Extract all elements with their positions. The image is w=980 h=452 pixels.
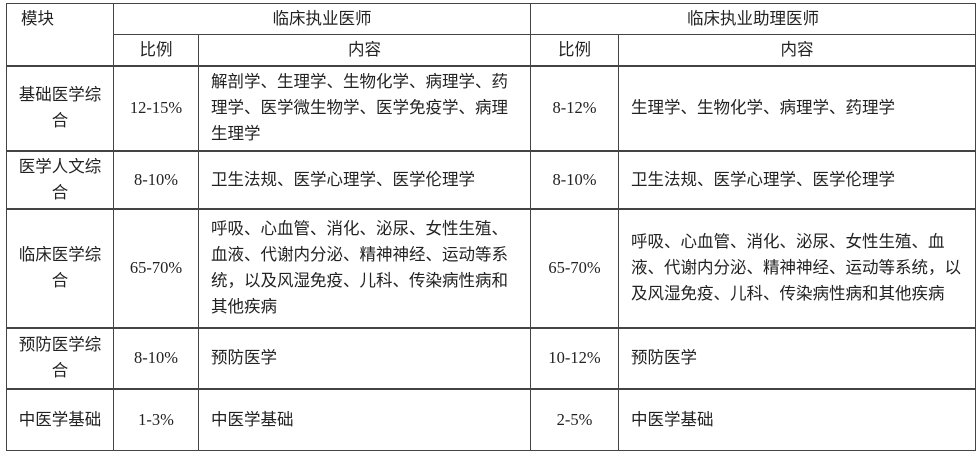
header-row-1: 模块 临床执业医师 临床执业助理医师 <box>6 3 976 66</box>
header-ratio-2: 比例 <box>530 34 619 66</box>
module-cell: 基础医学综合 <box>6 64 114 151</box>
ratio-cell: 8-10% <box>113 149 199 209</box>
ratio-cell: 12-15% <box>113 64 199 151</box>
header-group-assistant: 临床执业助理医师 <box>530 3 976 35</box>
table-row: 预防医学综合 8-10% 预防医学 10-12% 预防医学 <box>6 326 976 389</box>
content-cell: 预防医学 <box>198 326 531 389</box>
ratio-cell: 65-70% <box>530 207 619 328</box>
header-module: 模块 <box>6 3 114 66</box>
content-cell: 预防医学 <box>618 326 976 389</box>
ratio-cell: 65-70% <box>113 207 199 328</box>
header-row-2: 比例 内容 比例 内容 <box>7 34 976 66</box>
content-cell: 中医学基础 <box>618 387 976 451</box>
content-cell: 生理学、生物化学、病理学、药理学 <box>618 64 976 151</box>
content-cell: 呼吸、心血管、消化、泌尿、女性生殖、血液、代谢内分泌、精神神经、运动等系统，以及… <box>198 207 531 328</box>
ratio-cell: 2-5% <box>530 387 619 451</box>
ratio-cell: 8-10% <box>113 326 199 389</box>
content-cell: 解剖学、生理学、生物化学、病理学、药理学、医学微生物学、医学免疫学、病理生理学 <box>198 64 531 151</box>
content-cell: 呼吸、心血管、消化、泌尿、女性生殖、血液、代谢内分泌、精神神经、运动等系统，以及… <box>618 207 976 328</box>
content-cell: 卫生法规、医学心理学、医学伦理学 <box>198 149 531 209</box>
module-cell: 临床医学综合 <box>6 207 114 328</box>
table-row: 临床医学综合 65-70% 呼吸、心血管、消化、泌尿、女性生殖、血液、代谢内分泌… <box>6 207 976 328</box>
header-content-1: 内容 <box>198 34 531 66</box>
ratio-cell: 8-12% <box>530 64 619 151</box>
exam-content-table: 模块 临床执业医师 临床执业助理医师 比例 内容 比例 内容 基础医学综合 12… <box>6 3 976 451</box>
table-row: 医学人文综合 8-10% 卫生法规、医学心理学、医学伦理学 8-10% 卫生法规… <box>6 149 976 209</box>
ratio-cell: 1-3% <box>113 387 199 451</box>
content-cell: 卫生法规、医学心理学、医学伦理学 <box>618 149 976 209</box>
ratio-cell: 10-12% <box>530 326 619 389</box>
module-cell: 预防医学综合 <box>6 326 114 389</box>
content-cell: 中医学基础 <box>198 387 531 451</box>
module-cell: 中医学基础 <box>6 387 114 451</box>
header-ratio-1: 比例 <box>113 34 199 66</box>
header-group-physician: 临床执业医师 <box>113 3 531 35</box>
module-cell: 医学人文综合 <box>6 149 114 209</box>
header-content-2: 内容 <box>618 34 976 66</box>
ratio-cell: 8-10% <box>530 149 619 209</box>
table-row: 中医学基础 1-3% 中医学基础 2-5% 中医学基础 <box>6 387 976 451</box>
table-row: 基础医学综合 12-15% 解剖学、生理学、生物化学、病理学、药理学、医学微生物… <box>6 64 976 151</box>
